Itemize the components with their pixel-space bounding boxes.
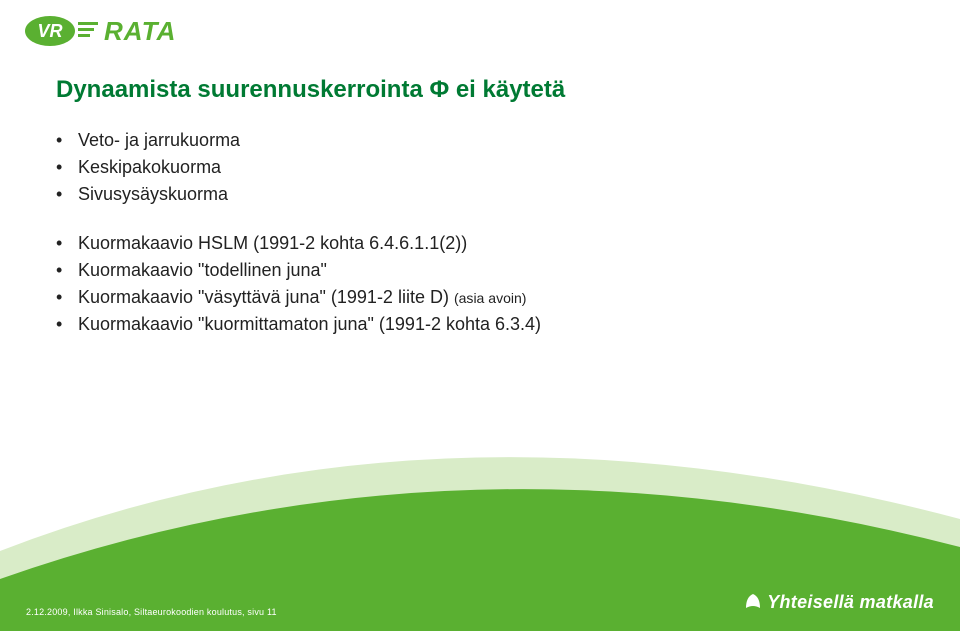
- bullet-item: Sivusysäyskuorma: [56, 184, 541, 205]
- bullet-text: Kuormakaavio HSLM (1991-2 kohta 6.4.6.1.…: [78, 233, 467, 253]
- logo-vr-text: VR: [37, 21, 62, 41]
- bullet-item: Kuormakaavio "väsyttävä juna" (1991-2 li…: [56, 287, 541, 308]
- tagline: Yhteisellä matkalla: [743, 591, 934, 613]
- slide-title-text: Dynaamista suurennuskerrointa Φ ei käyte…: [56, 76, 565, 103]
- slide-title: Dynaamista suurennuskerrointa Φ ei käyte…: [56, 76, 565, 104]
- bullet-text: Kuormakaavio "kuormittamaton juna" (1991…: [78, 314, 541, 334]
- tagline-text: Yhteisellä matkalla: [767, 592, 934, 612]
- bullet-text: Keskipakokuorma: [78, 157, 221, 177]
- slide: VR RATA Dynaamista suurennuskerrointa Φ …: [0, 0, 960, 631]
- vr-rata-logo-svg: VR RATA: [24, 12, 224, 50]
- bullet-item: Kuormakaavio HSLM (1991-2 kohta 6.4.6.1.…: [56, 233, 541, 254]
- bullet-suffix: (asia avoin): [454, 290, 527, 306]
- bullet-text: Sivusysäyskuorma: [78, 184, 228, 204]
- bullet-text: Veto- ja jarrukuorma: [78, 130, 240, 150]
- logo-rata-text: RATA: [104, 16, 176, 46]
- bullet-gap: [56, 211, 541, 233]
- bullet-item: Veto- ja jarrukuorma: [56, 130, 541, 151]
- bullet-group-b: Kuormakaavio HSLM (1991-2 kohta 6.4.6.1.…: [56, 233, 541, 335]
- bullet-item: Kuormakaavio "kuormittamaton juna" (1991…: [56, 314, 541, 335]
- bullet-item: Kuormakaavio "todellinen juna": [56, 260, 541, 281]
- tagline-icon: [743, 591, 763, 611]
- bullet-list: Veto- ja jarrukuorma Keskipakokuorma Siv…: [56, 130, 541, 341]
- bullet-group-a: Veto- ja jarrukuorma Keskipakokuorma Siv…: [56, 130, 541, 205]
- curve-bg: [0, 351, 960, 631]
- bullet-text: Kuormakaavio "todellinen juna": [78, 260, 327, 280]
- brand-logo: VR RATA: [24, 12, 224, 55]
- footer-text: 2.12.2009, Ilkka Sinisalo, Siltaeurokood…: [26, 607, 277, 617]
- bullet-text: Kuormakaavio "väsyttävä juna" (1991-2 li…: [78, 287, 454, 307]
- bullet-item: Keskipakokuorma: [56, 157, 541, 178]
